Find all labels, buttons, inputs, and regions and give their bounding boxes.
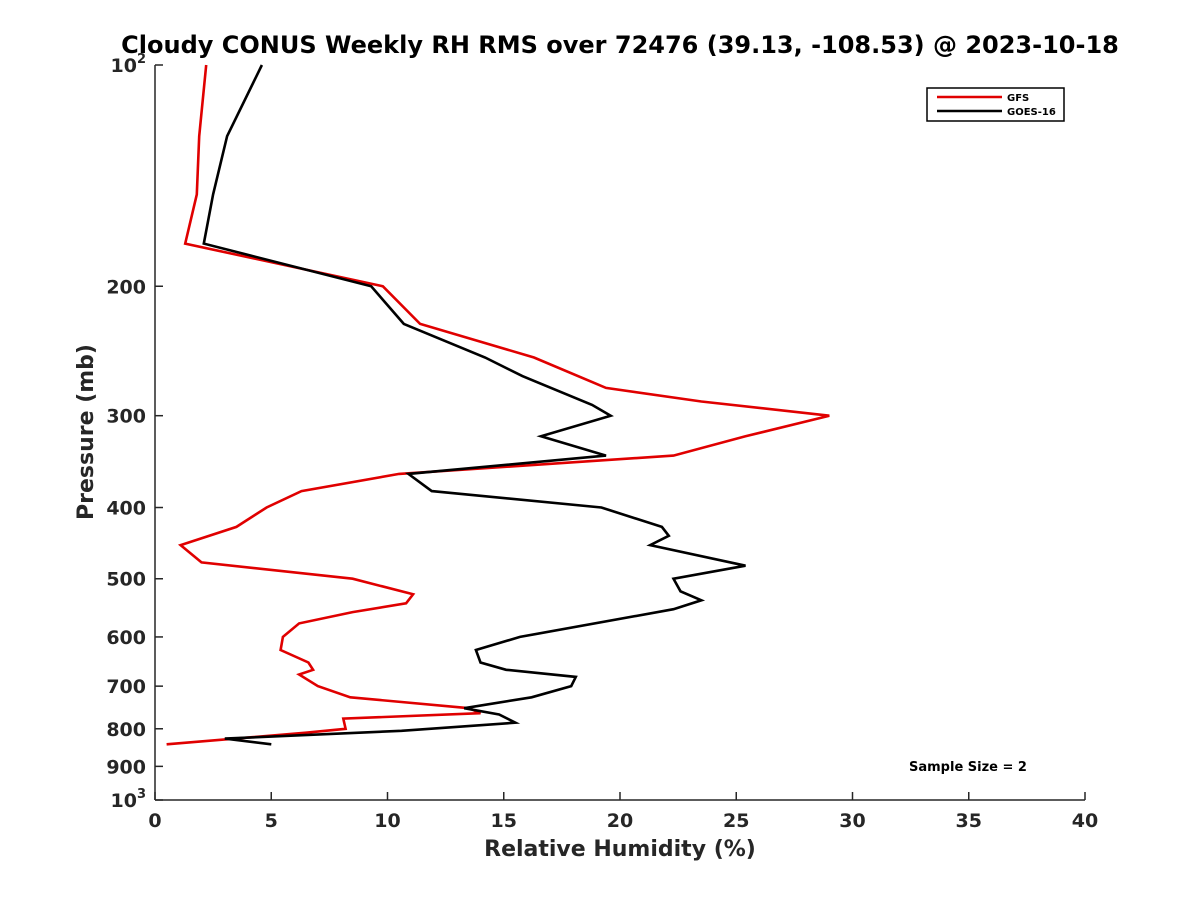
x-tick-label: 0 (148, 810, 161, 832)
x-tick-label: 15 (491, 810, 517, 832)
y-tick-label: 103 (111, 787, 147, 812)
y-axis-ticks: 102 200 300 400 500 600 700 800 900 103 (106, 52, 163, 812)
y-tick-label: 400 (106, 498, 146, 520)
chart-title: Cloudy CONUS Weekly RH RMS over 72476 (3… (121, 31, 1119, 59)
plot-area: 0 5 10 15 20 25 30 35 40 102 200 300 400 500 600 700 80… (106, 52, 1098, 832)
x-tick-label: 30 (839, 810, 865, 832)
y-tick-label: 300 (106, 406, 146, 428)
sample-size-annotation: Sample Size = 2 (909, 760, 1027, 775)
legend-box (926, 87, 1065, 122)
legend-label-gfs: GFS (1007, 93, 1029, 104)
x-tick-label: 40 (1072, 810, 1098, 832)
y-tick-label: 200 (106, 276, 146, 298)
legend: GFS GOES-16 (926, 87, 1065, 122)
y-axis-label: Pressure (mb) (74, 344, 99, 520)
y-tick-label: 500 (106, 569, 146, 591)
y-tick-label: 700 (106, 676, 146, 698)
x-tick-label: 25 (723, 810, 749, 832)
x-tick-label: 5 (265, 810, 278, 832)
x-tick-label: 35 (956, 810, 982, 832)
y-tick-label: 800 (106, 719, 146, 741)
y-tick-label: 900 (106, 756, 146, 778)
x-tick-label: 20 (607, 810, 633, 832)
legend-label-goes16: GOES-16 (1007, 107, 1056, 118)
y-tick-label: 102 (111, 52, 147, 77)
x-axis-ticks: 0 5 10 15 20 25 30 35 40 (148, 792, 1098, 832)
x-tick-label: 10 (374, 810, 400, 832)
x-axis-label: Relative Humidity (%) (484, 837, 756, 862)
series-line-gfs (166, 64, 830, 746)
series-line-goes16 (202, 64, 746, 746)
series-layer (166, 64, 830, 746)
y-tick-label: 600 (106, 627, 146, 649)
